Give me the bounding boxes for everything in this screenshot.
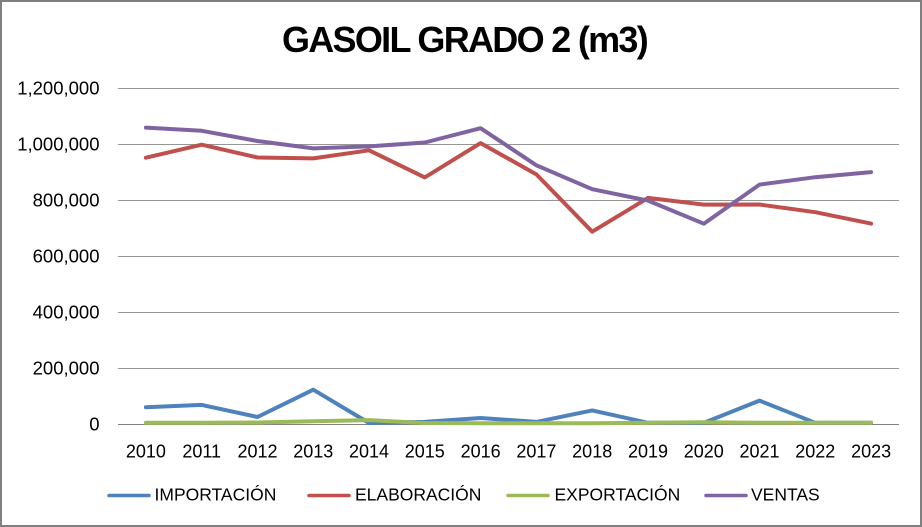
svg-text:0: 0 (89, 414, 99, 435)
svg-text:2021: 2021 (739, 442, 779, 462)
svg-text:400,000: 400,000 (33, 302, 100, 323)
svg-text:1,200,000: 1,200,000 (17, 78, 99, 99)
svg-text:200,000: 200,000 (33, 358, 100, 379)
svg-text:2014: 2014 (349, 442, 389, 462)
svg-text:VENTAS: VENTAS (751, 485, 820, 505)
svg-text:GASOIL GRADO 2 (m3): GASOIL GRADO 2 (m3) (282, 19, 648, 60)
svg-text:2011: 2011 (182, 442, 221, 462)
svg-text:IMPORTACIÓN: IMPORTACIÓN (155, 484, 277, 505)
svg-text:2012: 2012 (237, 442, 277, 462)
svg-text:800,000: 800,000 (33, 190, 100, 211)
svg-text:2019: 2019 (628, 442, 668, 462)
svg-text:2018: 2018 (572, 442, 612, 462)
svg-text:2013: 2013 (293, 442, 333, 462)
svg-text:EXPORTACIÓN: EXPORTACIÓN (555, 484, 681, 505)
svg-text:1,000,000: 1,000,000 (17, 134, 99, 155)
svg-text:2020: 2020 (684, 442, 724, 462)
svg-text:ELABORACIÓN: ELABORACIÓN (355, 484, 481, 505)
svg-text:2015: 2015 (405, 442, 445, 462)
svg-text:2010: 2010 (126, 442, 166, 462)
svg-text:2023: 2023 (851, 442, 891, 462)
svg-text:2022: 2022 (795, 442, 835, 462)
svg-text:2016: 2016 (461, 442, 501, 462)
svg-text:2017: 2017 (516, 442, 556, 462)
svg-text:600,000: 600,000 (33, 246, 100, 267)
